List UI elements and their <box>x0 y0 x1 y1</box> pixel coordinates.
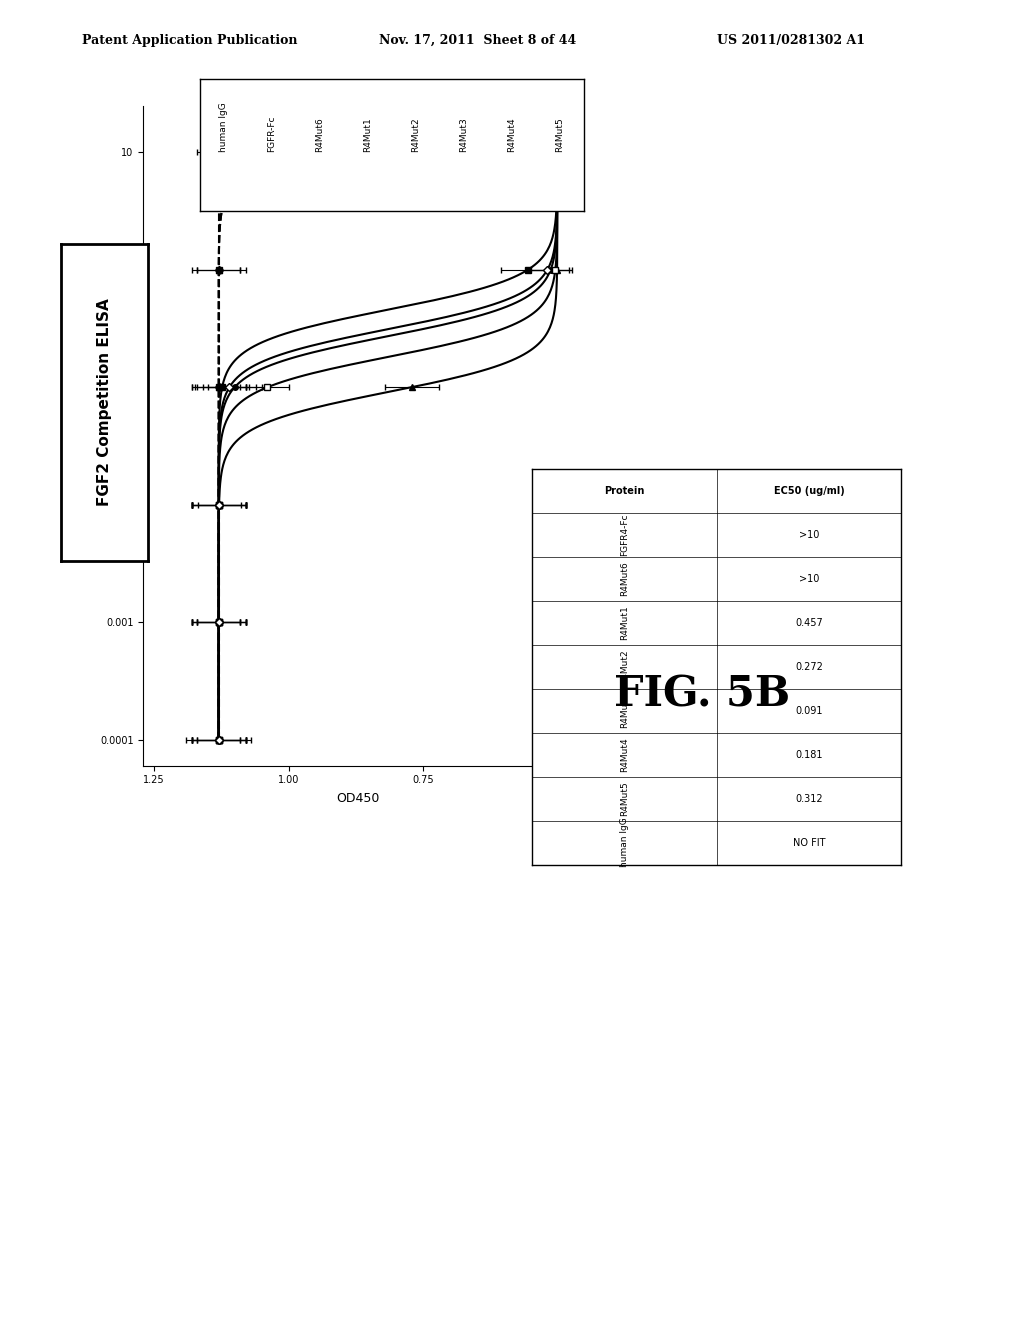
Text: Protein: Protein <box>604 486 645 495</box>
Text: FGFR-Fc: FGFR-Fc <box>267 115 276 152</box>
Text: US 2011/0281302 A1: US 2011/0281302 A1 <box>717 33 865 46</box>
Text: NO FIT: NO FIT <box>793 838 825 847</box>
Text: human IgG: human IgG <box>621 817 629 867</box>
Text: FGF2 Competition ELISA: FGF2 Competition ELISA <box>97 298 113 507</box>
X-axis label: OD450: OD450 <box>337 792 380 805</box>
Text: 0.181: 0.181 <box>796 750 822 759</box>
Text: 0.457: 0.457 <box>795 618 823 627</box>
Text: FGFR4-Fc: FGFR4-Fc <box>621 513 629 556</box>
Text: R4Mut6: R4Mut6 <box>621 561 629 595</box>
Text: Patent Application Publication: Patent Application Publication <box>82 33 297 46</box>
Text: R4Mut2: R4Mut2 <box>621 649 629 684</box>
Text: R4Mut6: R4Mut6 <box>315 117 325 152</box>
Y-axis label: FGFR (ug/ml): FGFR (ug/ml) <box>80 395 93 477</box>
Text: R4Mut3: R4Mut3 <box>621 693 629 727</box>
Text: R4Mut5: R4Mut5 <box>621 781 629 816</box>
Text: >10: >10 <box>799 529 819 540</box>
Text: 0.091: 0.091 <box>796 706 822 715</box>
Text: R4Mut4: R4Mut4 <box>621 738 629 772</box>
Text: human IgG: human IgG <box>219 102 228 152</box>
Text: R4Mut1: R4Mut1 <box>364 117 372 152</box>
Text: R4Mut4: R4Mut4 <box>507 117 516 152</box>
Text: R4Mut5: R4Mut5 <box>555 117 564 152</box>
Text: 0.312: 0.312 <box>796 793 822 804</box>
Text: EC50 (ug/ml): EC50 (ug/ml) <box>773 486 845 495</box>
Text: R4Mut1: R4Mut1 <box>621 606 629 640</box>
Text: Nov. 17, 2011  Sheet 8 of 44: Nov. 17, 2011 Sheet 8 of 44 <box>379 33 577 46</box>
Text: R4Mut2: R4Mut2 <box>412 117 420 152</box>
Text: FIG. 5B: FIG. 5B <box>614 673 791 715</box>
Text: >10: >10 <box>799 574 819 583</box>
Text: R4Mut3: R4Mut3 <box>459 117 468 152</box>
Text: 0.272: 0.272 <box>795 661 823 672</box>
